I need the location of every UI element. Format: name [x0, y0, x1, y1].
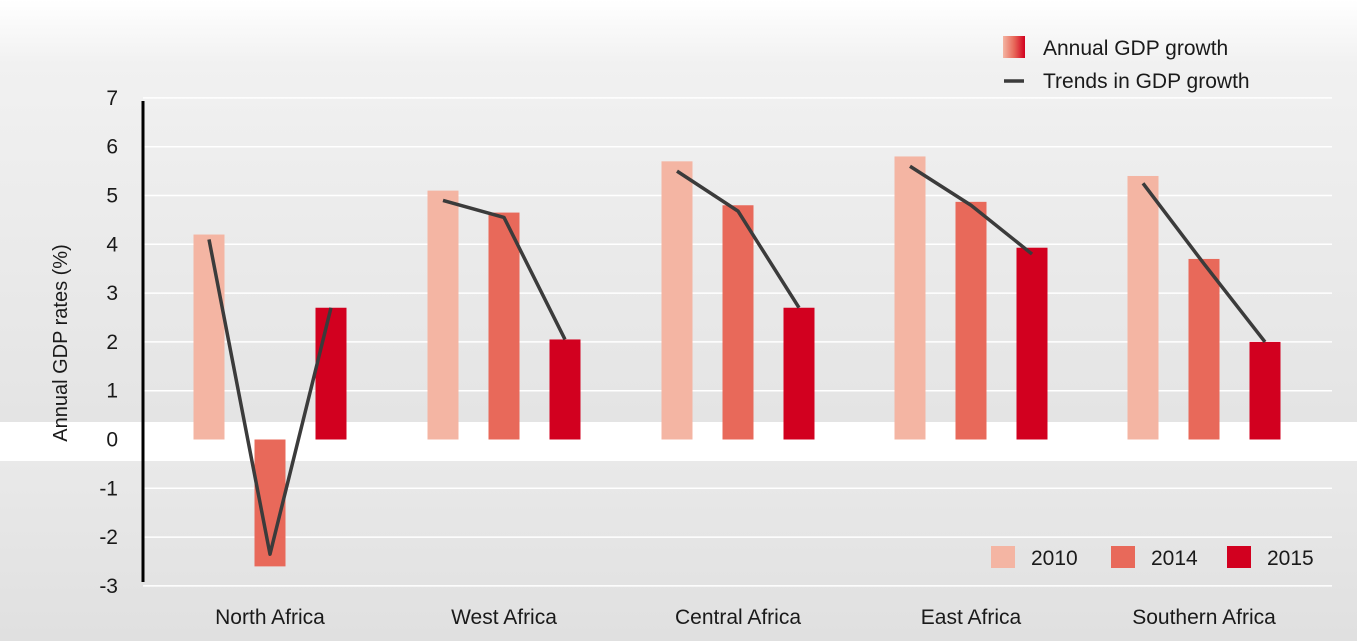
y-tick-label: 5 — [106, 185, 118, 208]
y-tick-label: 7 — [106, 87, 118, 110]
trend-line — [207, 239, 333, 556]
y-tick-label: 3 — [106, 282, 118, 305]
trend-line — [909, 164, 1034, 256]
bar — [549, 339, 581, 440]
bar — [1188, 258, 1220, 440]
legend-swatch-2014 — [1111, 546, 1135, 568]
bar — [1016, 247, 1048, 440]
bar — [955, 201, 987, 440]
bar — [193, 234, 225, 440]
y-axis-title: Annual GDP rates (%) — [50, 244, 72, 442]
bar — [661, 161, 693, 440]
trend-line — [1141, 182, 1267, 343]
bar — [894, 156, 926, 440]
bar — [488, 212, 520, 440]
legend-label: Annual GDP growth — [1043, 37, 1228, 60]
bar — [1249, 341, 1281, 440]
bar — [1127, 175, 1159, 440]
legend-label: 2014 — [1151, 547, 1198, 570]
y-tick-label: -2 — [99, 526, 118, 549]
y-tick-label: 6 — [106, 136, 118, 159]
bar — [722, 205, 754, 440]
x-category-label: East Africa — [921, 606, 1022, 629]
legend-label: Trends in GDP growth — [1043, 70, 1250, 93]
legend-label: 2015 — [1267, 547, 1314, 570]
legend-swatch-2010 — [991, 546, 1015, 568]
legend-label: 2010 — [1031, 547, 1078, 570]
trend-line — [442, 198, 567, 341]
x-category-label: North Africa — [215, 606, 325, 629]
y-tick-label: -3 — [99, 575, 118, 598]
x-category-label: Southern Africa — [1132, 606, 1276, 629]
legend-swatch-2015 — [1227, 546, 1251, 568]
bar — [783, 307, 815, 440]
x-category-label: Central Africa — [675, 606, 801, 629]
y-tick-label: 2 — [106, 331, 118, 354]
y-tick-label: 0 — [106, 429, 118, 452]
legend-swatch-gradient — [1003, 36, 1025, 58]
bar — [427, 190, 459, 440]
bar — [315, 307, 347, 440]
x-category-label: West Africa — [451, 606, 557, 629]
y-tick-label: -1 — [99, 477, 118, 500]
y-tick-label: 1 — [106, 380, 118, 403]
y-tick-label: 4 — [106, 233, 118, 256]
trend-line — [676, 169, 801, 309]
